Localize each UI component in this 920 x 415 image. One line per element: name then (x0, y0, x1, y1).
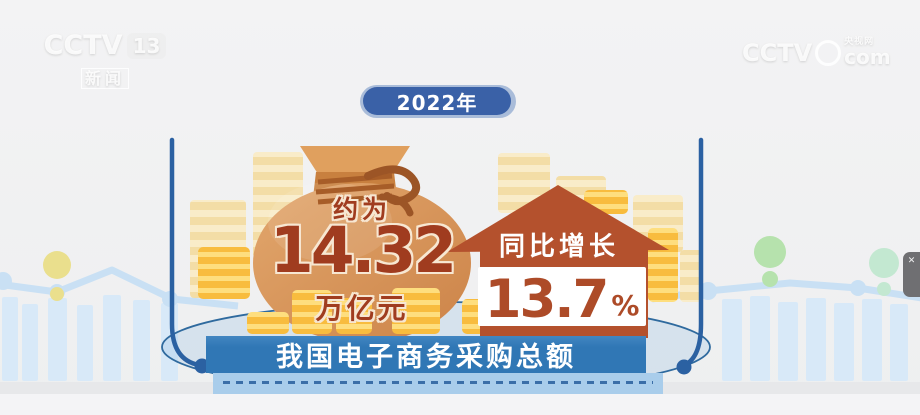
amount-unit: 万亿元 (315, 292, 409, 325)
floating-widget[interactable]: ✕ (903, 252, 920, 297)
watermark-brand: CCTV (742, 38, 813, 67)
amount-value: 14.32 (269, 214, 457, 287)
growth-arrow (447, 185, 669, 338)
channel-logo: CCTV 13 新闻 (43, 30, 167, 89)
site-watermark: CCTV 央视网 com (742, 37, 891, 69)
tree-green-icon (754, 236, 786, 287)
bg-bar-chart-left (2, 295, 178, 381)
tree-yellow-icon (43, 251, 71, 301)
caption-banner: 我国电子商务采购总额 (206, 336, 646, 373)
watermark-domain: com (844, 45, 891, 69)
year-pill-label: 2022年 (363, 87, 511, 115)
bg-bar-chart-right (722, 296, 908, 381)
growth-unit: % (611, 289, 640, 322)
close-icon[interactable]: ✕ (907, 256, 916, 266)
growth-label: 同比增长 (498, 232, 619, 262)
dashed-line (223, 381, 653, 384)
banner-underline-strip (213, 373, 663, 394)
amount-prefix: 约为 (332, 195, 391, 224)
watermark-site-name: 央视网 (844, 37, 875, 47)
cctv-ring-icon (815, 39, 842, 66)
bracket-lines (169, 137, 704, 375)
channel-number: 13 (126, 32, 167, 59)
channel-name: 新闻 (80, 68, 129, 89)
channel-brand: CCTV (43, 30, 123, 61)
year-pill: 2022年 (360, 85, 516, 118)
growth-value-box: 13.7 % (478, 268, 646, 325)
growth-value: 13.7 (484, 268, 610, 330)
tree-mint-icon (869, 248, 899, 296)
